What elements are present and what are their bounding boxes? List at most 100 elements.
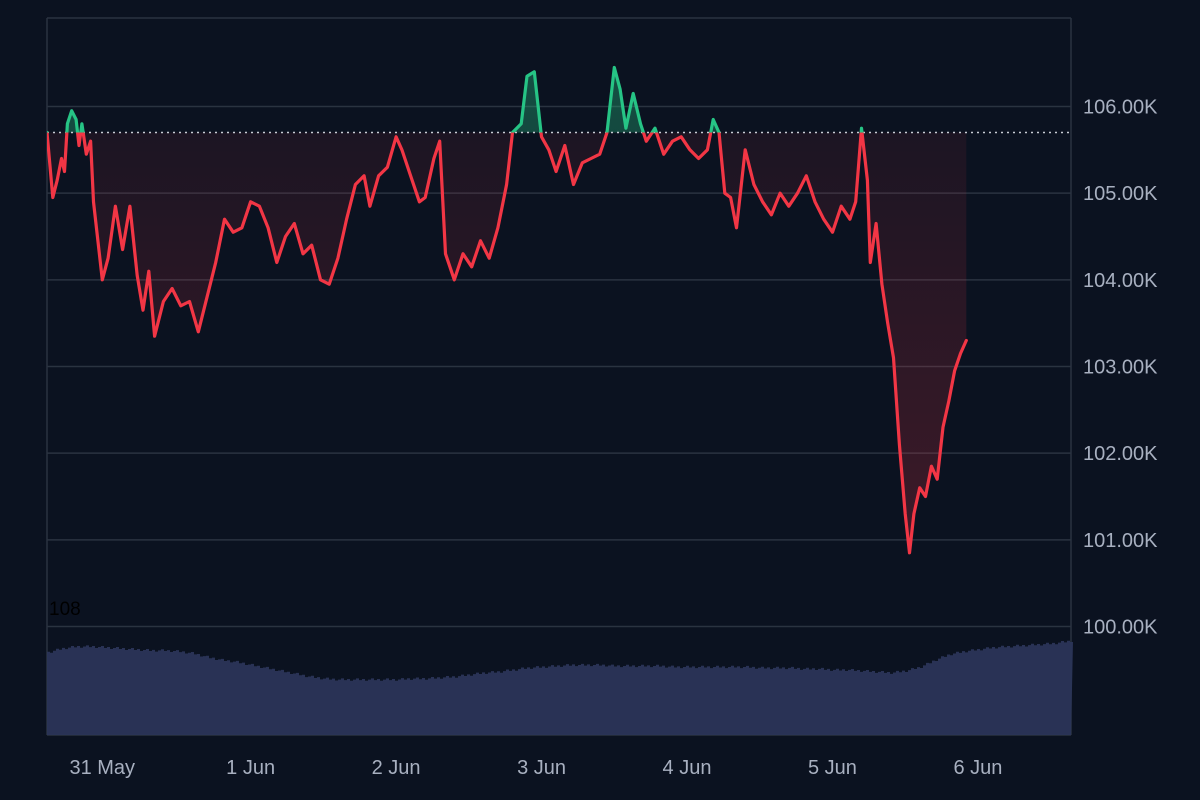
price-point bbox=[960, 353, 962, 355]
y-tick-label: 106.00K bbox=[1083, 97, 1158, 119]
price-point bbox=[78, 145, 80, 147]
price-point bbox=[276, 262, 278, 264]
price-point bbox=[931, 465, 933, 467]
price-point bbox=[899, 444, 901, 446]
price-point bbox=[52, 197, 54, 199]
price-point bbox=[736, 227, 738, 229]
price-point bbox=[832, 231, 834, 233]
price-point bbox=[840, 205, 842, 207]
price-point bbox=[61, 158, 63, 160]
price-point bbox=[369, 205, 371, 207]
y-tick-label: 104.00K bbox=[1083, 270, 1158, 292]
price-point bbox=[46, 132, 48, 134]
price-point bbox=[548, 149, 550, 151]
price-point bbox=[93, 201, 95, 203]
price-point bbox=[320, 279, 322, 281]
price-point bbox=[267, 227, 269, 229]
price-point bbox=[541, 136, 543, 138]
price-point bbox=[730, 197, 732, 199]
price-point bbox=[424, 197, 426, 199]
price-point bbox=[198, 331, 200, 333]
price-point bbox=[855, 201, 857, 203]
x-tick-label: 2 Jun bbox=[372, 757, 421, 779]
price-point bbox=[625, 127, 627, 129]
price-line-below bbox=[47, 132, 968, 555]
y-tick-label: 100.00K bbox=[1083, 617, 1158, 639]
price-point bbox=[779, 192, 781, 194]
price-point bbox=[788, 205, 790, 207]
price-point bbox=[142, 309, 144, 311]
x-tick-label: 3 Jun bbox=[517, 757, 566, 779]
price-point bbox=[363, 175, 365, 177]
price-point bbox=[328, 283, 330, 285]
price-point bbox=[909, 552, 911, 554]
price-point bbox=[410, 175, 412, 177]
price-point bbox=[849, 218, 851, 220]
price-point bbox=[311, 244, 313, 246]
price-point bbox=[148, 270, 150, 272]
price-point bbox=[56, 179, 58, 181]
price-point bbox=[302, 253, 304, 255]
price-point bbox=[259, 205, 261, 207]
price-point bbox=[206, 296, 208, 298]
price-point bbox=[640, 123, 642, 125]
price-point bbox=[948, 400, 950, 402]
price-point bbox=[966, 340, 968, 342]
price-point bbox=[180, 305, 182, 307]
y-tick-label: 102.00K bbox=[1083, 443, 1158, 465]
price-point bbox=[512, 132, 514, 134]
y-tick-label: 103.00K bbox=[1083, 357, 1158, 379]
price-point bbox=[471, 266, 473, 268]
price-point bbox=[497, 227, 499, 229]
price-point bbox=[614, 67, 616, 69]
price-point bbox=[154, 335, 156, 337]
price-point bbox=[875, 223, 877, 225]
price-point bbox=[718, 132, 720, 134]
price-point bbox=[599, 153, 601, 155]
price-point bbox=[75, 119, 77, 121]
price-point bbox=[707, 149, 709, 151]
price-point bbox=[698, 158, 700, 160]
price-point bbox=[919, 487, 921, 489]
price-point bbox=[870, 262, 872, 264]
price-point bbox=[136, 275, 138, 277]
price-point bbox=[439, 140, 441, 142]
price-point bbox=[294, 223, 296, 225]
price-point bbox=[646, 140, 648, 142]
price-point bbox=[564, 145, 566, 147]
price-point bbox=[887, 322, 889, 324]
price-point bbox=[762, 201, 764, 203]
price-point bbox=[526, 75, 528, 77]
price-point bbox=[582, 162, 584, 164]
price-point bbox=[555, 171, 557, 173]
price-point bbox=[387, 166, 389, 168]
price-point bbox=[654, 127, 656, 129]
price-point bbox=[867, 179, 869, 181]
price-point bbox=[672, 140, 674, 142]
price-point bbox=[881, 283, 883, 285]
price-point bbox=[480, 240, 482, 242]
price-point bbox=[71, 110, 73, 112]
price-point bbox=[814, 201, 816, 203]
price-point bbox=[163, 301, 165, 303]
y-tick-label: 101.00K bbox=[1083, 530, 1158, 552]
price-point bbox=[753, 184, 755, 186]
price-point bbox=[232, 231, 234, 233]
price-point bbox=[771, 214, 773, 216]
price-point bbox=[689, 149, 691, 151]
price-point bbox=[90, 140, 92, 142]
price-point bbox=[107, 257, 109, 259]
price-point bbox=[936, 478, 938, 480]
price-point bbox=[712, 119, 714, 121]
price-point bbox=[355, 184, 357, 186]
price-point bbox=[102, 279, 104, 281]
price-point bbox=[904, 513, 906, 515]
price-point bbox=[680, 136, 682, 138]
price-point bbox=[724, 192, 726, 194]
price-point bbox=[663, 153, 665, 155]
price-point bbox=[250, 201, 252, 203]
price-point bbox=[419, 201, 421, 203]
